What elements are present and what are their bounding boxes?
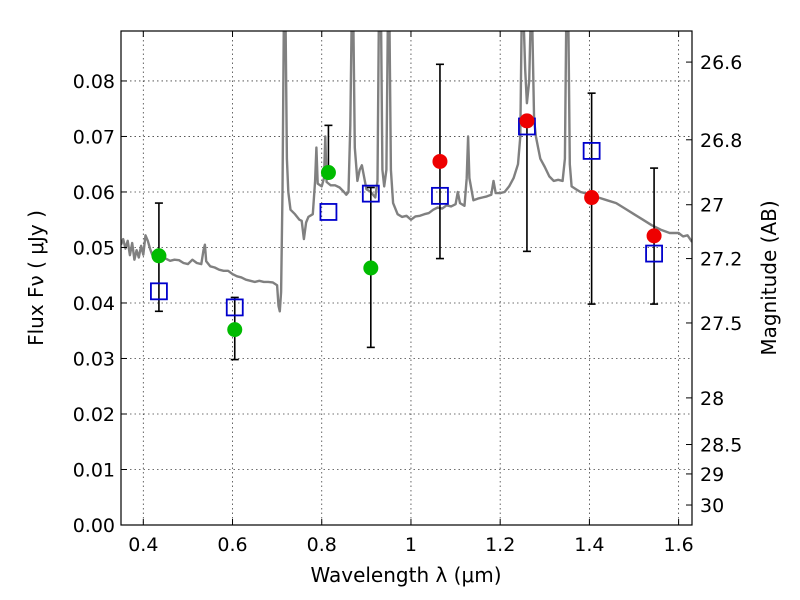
right-tick-label: 27.2 <box>700 249 742 271</box>
observed-point-red <box>584 190 600 206</box>
observed-point-green <box>151 248 167 264</box>
model-photometry-square <box>319 203 338 221</box>
observed-point-red <box>519 113 535 129</box>
right-tick-label: 26.8 <box>700 130 742 152</box>
right-axis-title: Magnitude (AB) <box>757 200 781 355</box>
right-tick-label: 26.6 <box>700 52 742 74</box>
x-tick-label: 0.4 <box>128 534 158 556</box>
x-tick-label: 1.6 <box>664 534 694 556</box>
y-tick-label: 0.08 <box>73 71 115 93</box>
right-tick-label: 28.5 <box>700 435 742 457</box>
x-tick-label: 1.2 <box>485 534 515 556</box>
x-axis-title: Wavelength λ (μm) <box>310 563 501 587</box>
x-tick-label: 0.6 <box>217 534 247 556</box>
right-tick-label: 27 <box>700 195 724 217</box>
model-spectrum-layer <box>121 31 692 313</box>
observed-point-red <box>432 153 448 169</box>
observed-point-red <box>646 228 662 244</box>
markers-layer <box>150 113 663 338</box>
model-spectrum-line <box>121 31 692 313</box>
right-tick-label: 29 <box>700 464 724 486</box>
observed-point-green <box>320 165 336 181</box>
model-photometry-square <box>431 186 449 205</box>
right-tick-label: 30 <box>700 495 724 517</box>
y-tick-label: 0.06 <box>73 182 115 204</box>
y-tick-label: 0.04 <box>73 293 115 315</box>
tick-labels: 0.4 0.6 0.8 1 1.2 1.4 1.6 0.00 0.01 0.02 0.03 0.04 0… <box>73 52 743 556</box>
model-photometry-square <box>150 282 168 301</box>
y-tick-label: 0.05 <box>73 237 115 259</box>
model-photometry-square <box>582 141 601 160</box>
right-tick-label: 27.5 <box>700 313 742 335</box>
y-tick-label: 0.02 <box>73 404 115 426</box>
x-tick-label: 1.4 <box>574 534 604 556</box>
y-tick-label: 0.03 <box>73 348 115 370</box>
plot-frame <box>120 30 693 526</box>
observed-point-green <box>363 260 379 276</box>
x-tick-label: 0.8 <box>307 534 337 556</box>
model-photometry-square <box>361 184 380 203</box>
model-photometry-square <box>645 244 663 263</box>
x-tick-label: 1 <box>405 534 417 556</box>
y-axis-title: Flux Fν ( μJy ) <box>24 210 48 346</box>
observed-point-green <box>227 322 243 338</box>
y-tick-label: 0.00 <box>73 515 115 537</box>
model-photometry-square <box>225 298 244 317</box>
right-tick-label: 28 <box>700 388 724 410</box>
y-tick-label: 0.07 <box>73 126 115 148</box>
axis-ticks <box>121 31 692 526</box>
y-tick-label: 0.01 <box>73 459 115 481</box>
